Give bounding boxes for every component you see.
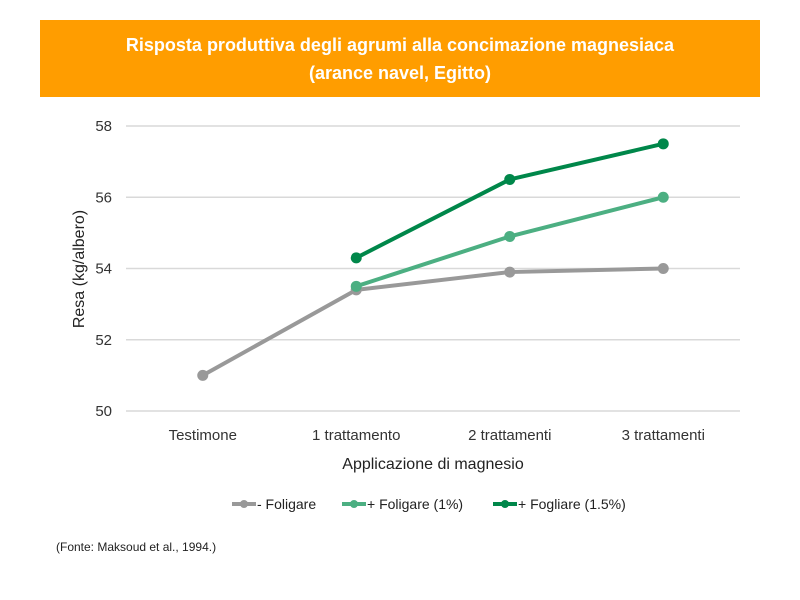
x-tick-label: 3 trattamenti bbox=[622, 427, 705, 444]
legend-item: + Fogliare (1.5%) bbox=[493, 496, 626, 512]
data-point bbox=[657, 138, 669, 150]
data-point bbox=[504, 266, 516, 278]
data-point bbox=[657, 263, 669, 274]
y-tick-label: 58 bbox=[95, 118, 112, 135]
x-axis-title: Applicazione di magnesio bbox=[342, 456, 524, 473]
data-point bbox=[504, 230, 516, 242]
legend-item: - Foligare bbox=[232, 496, 316, 512]
x-tick-label: Testimone bbox=[169, 427, 237, 444]
chart-title-line-1: Risposta produttiva degli agrumi alla co… bbox=[125, 34, 675, 55]
chart-title: Risposta produttiva degli agrumi alla co… bbox=[40, 20, 760, 97]
source-note: (Fonte: Maksoud et al., 1994.) bbox=[56, 540, 217, 554]
y-axis-title: Resa (kg/albero) bbox=[71, 210, 88, 328]
x-tick-label: 2 trattamenti bbox=[468, 427, 551, 444]
x-tick-label: 1 trattamento bbox=[312, 427, 400, 444]
series-3 bbox=[350, 138, 669, 264]
legend-label: + Foligare (1%) bbox=[367, 496, 463, 512]
legend-label: + Fogliare (1.5%) bbox=[518, 496, 626, 512]
data-point bbox=[197, 369, 209, 381]
series-line bbox=[201, 266, 664, 378]
series-2 bbox=[350, 191, 669, 292]
y-tick-label: 54 bbox=[95, 261, 112, 278]
legend-swatch-marker bbox=[501, 500, 509, 508]
legend-swatch-marker bbox=[350, 500, 358, 508]
data-point bbox=[504, 173, 516, 185]
data-point bbox=[350, 280, 362, 292]
chart-title-line-2: (arance navel, Egitto) bbox=[308, 62, 492, 83]
y-tick-label: 56 bbox=[95, 189, 112, 206]
legend-item: + Foligare (1%) bbox=[342, 496, 463, 512]
y-tick-label: 50 bbox=[95, 403, 112, 420]
data-point bbox=[350, 252, 362, 264]
legend-swatch-marker bbox=[240, 500, 248, 508]
series-1 bbox=[197, 263, 669, 381]
data-point bbox=[657, 191, 669, 203]
legend-label: - Foligare bbox=[257, 496, 316, 512]
y-tick-label: 52 bbox=[95, 332, 112, 349]
